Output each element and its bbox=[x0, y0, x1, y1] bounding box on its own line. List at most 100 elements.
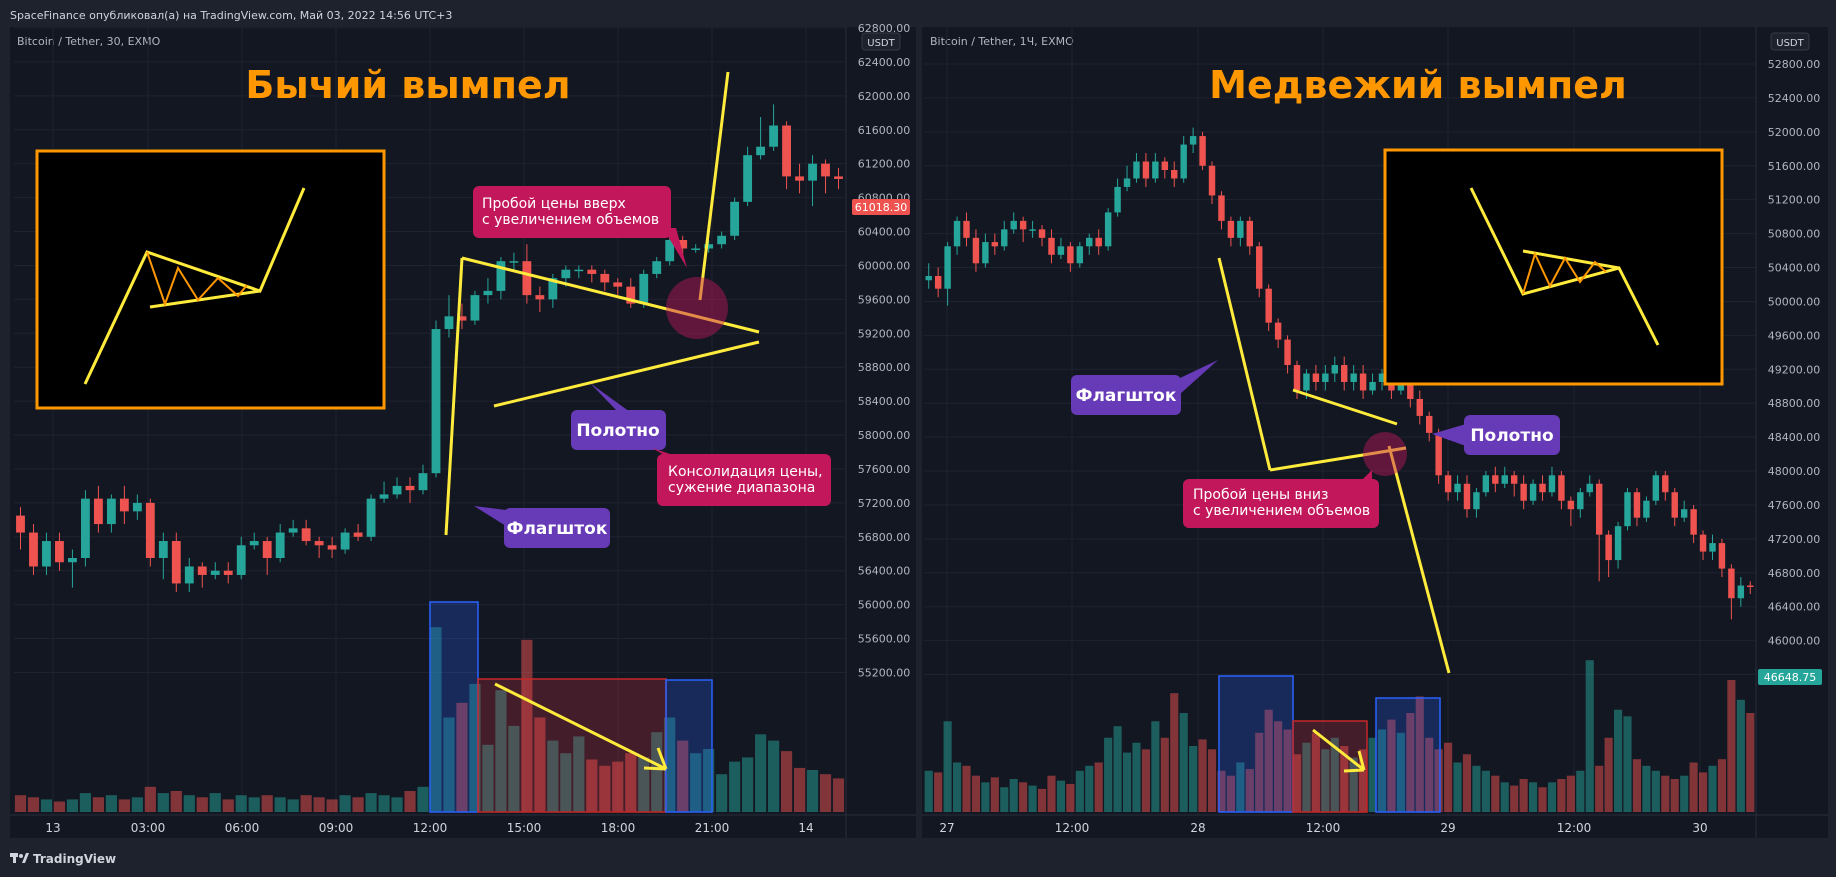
volume-bar bbox=[1670, 779, 1679, 812]
candle-body bbox=[756, 146, 766, 156]
candle-body bbox=[1699, 534, 1707, 552]
candle-body bbox=[1171, 170, 1178, 179]
right-pennant-lower-line bbox=[1269, 446, 1407, 472]
left-breakout-box bbox=[473, 186, 671, 238]
right-chart-panel[interactable]: Bitcoin / Tether, 1Ч, EXMO USDT Медвежий… bbox=[922, 27, 1828, 838]
candle-body bbox=[1293, 365, 1301, 391]
left-volume-box-breakout bbox=[665, 679, 713, 813]
candle-body bbox=[795, 176, 804, 181]
left-price-axis[interactable]: 62800.00 62400.00 62000.00 61600.00 61200.00… bbox=[858, 22, 911, 679]
left-breakout-text-1: Пробой цены вверх bbox=[482, 196, 626, 212]
right-pennant-text: Полотно bbox=[1470, 426, 1553, 446]
volume-bar bbox=[1642, 765, 1651, 812]
candle-body bbox=[1076, 246, 1084, 264]
left-chart-panel[interactable]: Bitcoin / Tether, 30, EXMO USDT Бычий вы… bbox=[10, 22, 916, 838]
candle-body bbox=[1416, 398, 1423, 416]
time-tick-label: 29 bbox=[1440, 821, 1455, 835]
volume-bar bbox=[1321, 749, 1330, 812]
candle-body bbox=[197, 566, 207, 575]
right-last-price-badge: 46648.75 bbox=[1758, 669, 1822, 685]
candle-body bbox=[1595, 483, 1603, 535]
left-last-price-value: 61018.30 bbox=[855, 201, 908, 214]
candle-body bbox=[691, 248, 701, 250]
price-tick-label: 51200.00 bbox=[1768, 194, 1821, 207]
footer-brand[interactable]: TradingView bbox=[10, 852, 116, 866]
price-tick-label: 58800.00 bbox=[858, 361, 911, 374]
candle-body bbox=[301, 528, 311, 542]
right-time-axis[interactable]: 27 12:00 28 12:00 29 12:00 30 bbox=[939, 821, 1707, 835]
right-currency-badge[interactable] bbox=[1770, 32, 1810, 51]
volume-bar bbox=[793, 767, 806, 812]
candle-body bbox=[1473, 492, 1480, 510]
volume-bar bbox=[1028, 785, 1037, 812]
right-breakdown-text-2: с увеличением объемов bbox=[1193, 503, 1370, 519]
candle-body bbox=[288, 528, 298, 533]
left-currency-badge[interactable] bbox=[861, 32, 901, 51]
volume-bar bbox=[573, 736, 585, 812]
right-breakdown-label: Пробой цены вниз с увеличением объемов bbox=[1183, 470, 1379, 528]
candle-body bbox=[1463, 483, 1471, 510]
candle-body bbox=[665, 240, 675, 262]
left-consolidation-box bbox=[657, 454, 831, 506]
right-volume-bars bbox=[924, 660, 1755, 812]
volume-bar bbox=[1359, 749, 1368, 812]
price-tick-label: 46400.00 bbox=[1768, 601, 1821, 614]
left-pennant-text: Полотно bbox=[576, 421, 659, 441]
candle-body bbox=[431, 329, 441, 474]
price-tick-label: 56000.00 bbox=[858, 599, 911, 612]
candle-body bbox=[1407, 382, 1414, 399]
volume-bar bbox=[1292, 754, 1302, 812]
candle-body bbox=[1369, 382, 1376, 391]
volume-bar bbox=[560, 753, 572, 812]
candle-body bbox=[1152, 161, 1159, 179]
volume-bar bbox=[1226, 775, 1235, 812]
right-last-price-bg bbox=[1758, 669, 1822, 685]
volume-bar bbox=[1491, 775, 1500, 812]
candle-body bbox=[106, 498, 116, 525]
time-tick-label: 18:00 bbox=[601, 821, 636, 835]
candle-body bbox=[1652, 475, 1660, 501]
volume-bar bbox=[547, 740, 559, 812]
volume-bar bbox=[934, 772, 943, 812]
volume-bar bbox=[1066, 783, 1075, 812]
price-tick-label: 62800.00 bbox=[858, 22, 911, 35]
price-tick-label: 50000.00 bbox=[1768, 295, 1821, 308]
volume-bar bbox=[599, 765, 611, 812]
price-tick-label: 52000.00 bbox=[1768, 126, 1821, 139]
left-time-axis[interactable]: 13 03:00 06:00 09:00 12:00 15:00 18:00 21:00 14 bbox=[45, 821, 813, 835]
right-price-axis[interactable]: 52800.00 52400.00 52000.00 51600.00 51200.00… bbox=[1768, 58, 1821, 682]
price-tick-label: 46000.00 bbox=[1768, 635, 1821, 648]
left-consolidation-text-2: сужение диапазона bbox=[668, 480, 815, 496]
volume-bar bbox=[1037, 788, 1047, 812]
price-tick-label: 57200.00 bbox=[858, 497, 911, 510]
right-chart-title: Медвежий вымпел bbox=[1209, 63, 1627, 107]
candle-body bbox=[834, 176, 843, 179]
price-tick-label: 52800.00 bbox=[1768, 58, 1821, 71]
candle-body bbox=[496, 261, 506, 291]
volume-bar bbox=[1453, 762, 1462, 812]
volume-bar bbox=[170, 791, 182, 812]
volume-bar bbox=[819, 774, 832, 812]
left-arrowhead-up bbox=[656, 747, 668, 770]
candle-body bbox=[1322, 373, 1329, 382]
volume-bar bbox=[1557, 779, 1566, 812]
price-tick-label: 47200.00 bbox=[1768, 533, 1821, 546]
candle-body bbox=[1161, 161, 1169, 170]
candle-body bbox=[80, 498, 90, 558]
volume-bar bbox=[1746, 713, 1755, 812]
candle-body bbox=[1312, 373, 1320, 382]
volume-bar bbox=[1462, 754, 1472, 812]
left-pattern-lines bbox=[444, 71, 760, 536]
right-inset-upper bbox=[1522, 249, 1620, 270]
left-volume-box-pennant bbox=[477, 678, 667, 813]
volume-bar bbox=[1009, 779, 1018, 812]
price-tick-label: 49600.00 bbox=[1768, 329, 1821, 342]
right-symbol-label: Bitcoin / Tether, 1Ч, EXMO bbox=[930, 35, 1074, 48]
candle-body bbox=[678, 240, 688, 249]
candle-body bbox=[392, 485, 402, 495]
candle-body bbox=[1605, 534, 1612, 561]
volume-bar bbox=[326, 799, 338, 812]
volume-bar bbox=[1274, 721, 1283, 812]
volume-bar bbox=[1481, 770, 1490, 812]
candle-body bbox=[1737, 585, 1745, 599]
